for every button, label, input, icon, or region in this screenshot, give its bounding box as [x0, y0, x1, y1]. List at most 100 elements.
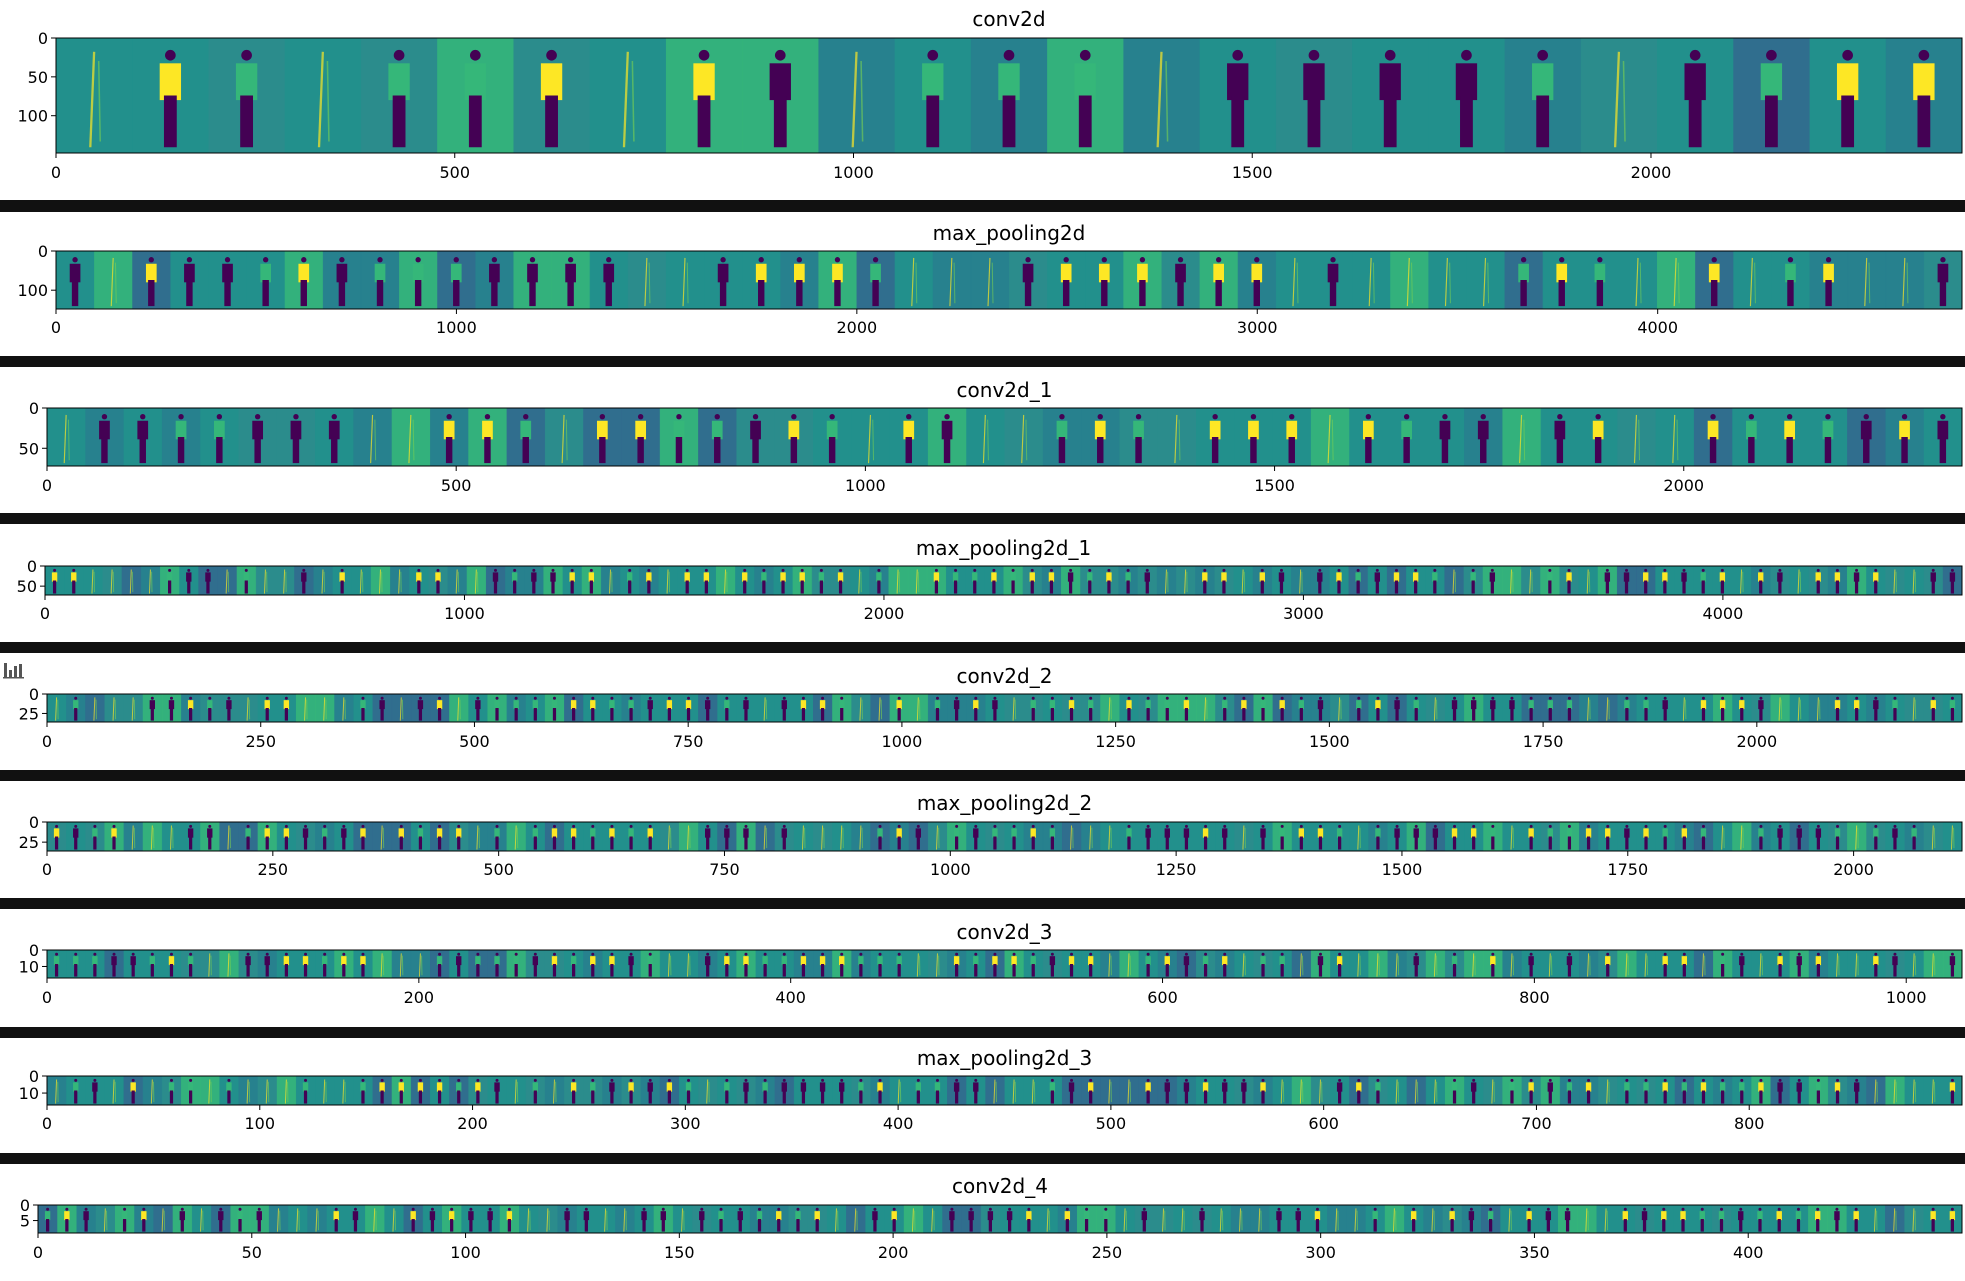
figure-torso: [1164, 700, 1170, 710]
figure-torso: [245, 828, 251, 838]
feature-tile: [391, 694, 412, 722]
figure-outline: [265, 1079, 268, 1104]
figure-head: [1146, 696, 1150, 700]
figure-legs: [973, 580, 977, 594]
feature-tile: [104, 1076, 125, 1105]
figure-legs: [744, 836, 748, 850]
figure-outline: [1108, 1079, 1111, 1104]
figure-head: [293, 414, 299, 420]
figure-torso: [487, 1211, 493, 1221]
figure-outline: [1299, 1079, 1302, 1104]
y-tick-label: 0: [38, 242, 48, 261]
figure-torso: [1643, 1082, 1649, 1092]
figure-legs: [815, 1219, 819, 1232]
figure-head: [1203, 568, 1207, 572]
figure-head: [1854, 1207, 1858, 1211]
figure-legs: [782, 708, 786, 721]
figure-head: [206, 568, 210, 572]
figure-head: [1442, 414, 1448, 420]
figure-legs: [1307, 95, 1321, 148]
figure-head: [1940, 414, 1946, 420]
figure-outline: [1931, 1079, 1934, 1104]
figure-outline: [1604, 1208, 1607, 1232]
figure-legs: [148, 280, 155, 307]
figure-head: [1356, 568, 1360, 572]
x-tick-label: 500: [441, 476, 472, 495]
figure-legs: [1682, 1090, 1686, 1104]
plot-frame: [44, 565, 1963, 596]
figure-legs: [1748, 437, 1755, 464]
figure-legs: [189, 1090, 193, 1104]
feature-tile: [846, 1205, 866, 1233]
figure-torso: [685, 1082, 692, 1092]
figure-legs: [1184, 964, 1189, 977]
bar-chart-icon[interactable]: [3, 661, 25, 679]
figure-torso: [1067, 572, 1074, 582]
figure-torso: [1604, 572, 1611, 582]
figure-head: [55, 952, 59, 956]
figure-head: [927, 49, 939, 61]
figure-legs: [1527, 1219, 1531, 1232]
figure-legs: [777, 1219, 781, 1232]
figure-torso: [1518, 263, 1529, 283]
panel-title: conv2d: [972, 7, 1045, 31]
figure-legs: [719, 1219, 723, 1232]
figure-legs: [1939, 280, 1947, 307]
figure-torso: [1317, 700, 1324, 710]
figure-head: [1376, 1078, 1380, 1082]
figure-head: [878, 824, 882, 828]
figure-head: [339, 257, 345, 263]
feature-tile: [1173, 1205, 1193, 1233]
feature-tile: [813, 822, 833, 851]
figure-legs: [1786, 437, 1793, 464]
figure-head: [1127, 696, 1131, 700]
figure-outline: [527, 1208, 530, 1232]
figure-torso: [1030, 828, 1036, 838]
figure-legs: [744, 708, 748, 721]
figure-outline: [1633, 414, 1638, 464]
figure-legs: [1441, 437, 1449, 464]
feature-tile: [142, 822, 163, 851]
figure-head: [1031, 824, 1035, 828]
figure-legs: [1012, 836, 1016, 850]
y-tick-label: 0: [29, 685, 39, 704]
figure-legs: [820, 708, 825, 721]
figure-outline: [1444, 257, 1448, 307]
figure-outline: [682, 257, 686, 307]
figure-head: [1548, 1078, 1552, 1082]
figure-legs: [1536, 95, 1550, 148]
figure-legs: [437, 836, 442, 850]
figure-torso: [891, 1211, 897, 1221]
figure-legs: [1089, 964, 1093, 977]
figure-torso: [1892, 828, 1898, 838]
figure-torso: [1221, 572, 1227, 582]
figure-torso: [1213, 263, 1224, 283]
figure-torso: [531, 572, 537, 582]
figure-head: [123, 1207, 127, 1211]
figure-torso: [513, 700, 519, 710]
figure-outline: [1319, 1079, 1321, 1104]
figure-torso: [1566, 700, 1573, 710]
figure-legs: [1701, 836, 1706, 850]
figure-legs: [873, 1219, 877, 1232]
figure-torso: [992, 828, 998, 838]
figure-head: [934, 568, 938, 572]
x-tick-label: 1750: [1523, 732, 1564, 751]
figure-legs: [445, 437, 453, 464]
y-tick-label: 10: [19, 957, 39, 976]
figure-legs: [1165, 1090, 1169, 1104]
figure-legs: [1433, 580, 1437, 594]
figure-legs: [1165, 836, 1169, 850]
figure-head: [361, 824, 365, 828]
figure-head: [453, 257, 459, 263]
figure-legs: [955, 964, 959, 977]
figure-head: [1027, 1207, 1031, 1211]
figure-legs: [1373, 1219, 1377, 1232]
figure-outline: [1912, 697, 1915, 721]
figure-torso: [724, 700, 730, 710]
figure-legs: [514, 964, 518, 977]
figure-outline: [553, 1079, 555, 1104]
figure-head: [140, 414, 146, 420]
figure-outline: [878, 697, 881, 721]
figure-torso: [511, 572, 518, 582]
